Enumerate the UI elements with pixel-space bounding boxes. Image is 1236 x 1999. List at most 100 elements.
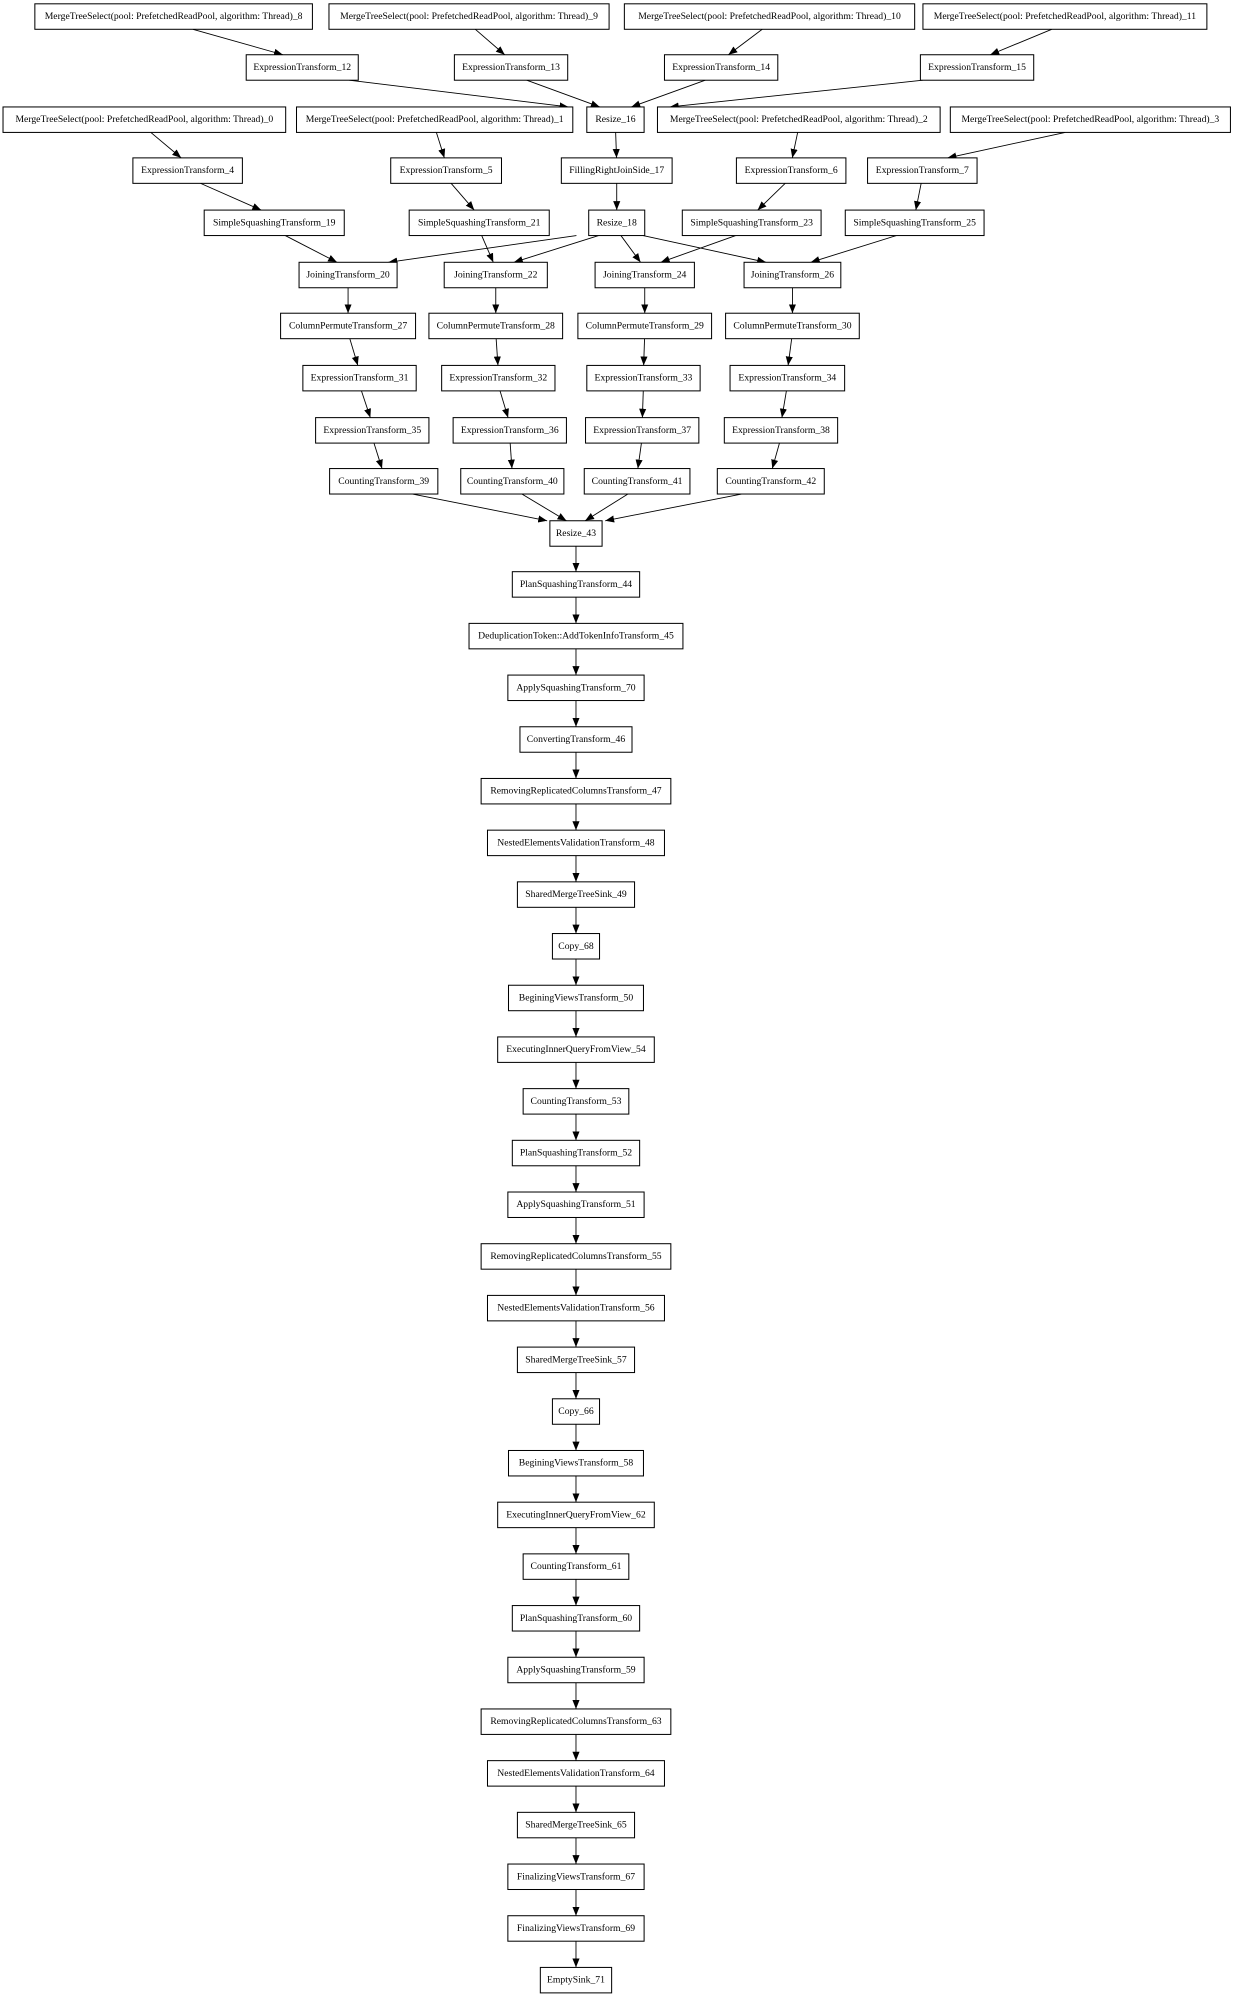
edges xyxy=(150,28,1066,1968)
node-c62: ExecutingInnerQueryFromView_62 xyxy=(497,1501,655,1529)
node-box xyxy=(507,1449,644,1477)
node-c61: CountingTransform_61 xyxy=(522,1553,630,1580)
edge-et32-to-et36 xyxy=(499,390,509,418)
node-c66: Copy_66 xyxy=(551,1398,601,1425)
node-box xyxy=(729,364,846,392)
edge-ct41-to-rs43 xyxy=(584,493,629,522)
node-box xyxy=(507,1656,645,1684)
node-ct42: CountingTransform_42 xyxy=(716,468,825,495)
node-c54: ExecutingInnerQueryFromView_54 xyxy=(497,1036,655,1063)
edge-ct39-to-rs43 xyxy=(412,493,548,523)
node-et12: ExpressionTransform_12 xyxy=(245,54,359,81)
node-label: ExpressionTransform_5 xyxy=(400,165,493,176)
node-c51: ApplySquashingTransform_51 xyxy=(507,1191,645,1218)
node-ct39: CountingTransform_39 xyxy=(329,468,439,495)
node-box xyxy=(551,1398,601,1425)
node-box xyxy=(441,364,556,392)
node-box xyxy=(507,674,645,702)
edge-ct42-to-rs43 xyxy=(605,493,742,523)
node-c64: NestedElementsValidationTransform_64 xyxy=(486,1760,665,1787)
node-box xyxy=(623,3,916,30)
edge-et33-to-et37 xyxy=(639,390,647,418)
node-box xyxy=(551,933,601,960)
node-sst25: SimpleSquashingTransform_25 xyxy=(844,209,985,237)
node-box xyxy=(516,1346,636,1374)
node-label: JoiningTransform_24 xyxy=(603,270,687,281)
node-et14: ExpressionTransform_14 xyxy=(663,54,779,81)
node-box xyxy=(507,1191,645,1218)
node-box xyxy=(867,157,978,184)
node-c49: SharedMergeTreeSink_49 xyxy=(516,881,636,908)
node-c45: DeduplicationToken::AddTokenInfoTransfor… xyxy=(468,622,684,650)
node-cpt30: ColumnPermuteTransform_30 xyxy=(725,312,860,340)
edge-et6-to-sst23 xyxy=(757,183,786,211)
node-box xyxy=(315,417,430,444)
node-cpt28: ColumnPermuteTransform_28 xyxy=(428,312,564,340)
node-label: ConvertingTransform_46 xyxy=(527,734,626,745)
edge-ct40-to-rs43 xyxy=(521,493,567,522)
node-label: CountingTransform_42 xyxy=(725,476,816,487)
node-label: ExpressionTransform_34 xyxy=(738,373,836,384)
node-box xyxy=(486,1294,665,1322)
node-label: CountingTransform_41 xyxy=(592,476,683,487)
node-label: RemovingReplicatedColumnsTransform_63 xyxy=(490,1716,661,1727)
edge-et31-to-et35 xyxy=(361,390,371,418)
node-c71: EmptySink_71 xyxy=(539,1966,613,1994)
node-box xyxy=(583,468,691,495)
node-label: ColumnPermuteTransform_28 xyxy=(437,320,555,331)
node-label: NestedElementsValidationTransform_56 xyxy=(497,1303,655,1314)
node-label: FinalizingViewsTransform_69 xyxy=(517,1923,635,1934)
node-box xyxy=(844,209,985,237)
node-jt20: JoiningTransform_20 xyxy=(298,261,398,289)
node-box xyxy=(519,726,633,753)
node-jt22: JoiningTransform_22 xyxy=(443,261,548,289)
node-label: RemovingReplicatedColumnsTransform_55 xyxy=(490,1251,661,1262)
node-box xyxy=(486,1760,665,1787)
node-et35: ExpressionTransform_35 xyxy=(315,417,430,444)
node-box xyxy=(245,54,359,81)
node-c48: NestedElementsValidationTransform_48 xyxy=(486,829,665,857)
edge-mts8-to-et12 xyxy=(192,28,284,56)
node-box xyxy=(922,3,1208,30)
node-label: ExpressionTransform_31 xyxy=(311,373,409,384)
edge-et38-to-ct42 xyxy=(771,442,780,469)
node-box xyxy=(295,106,574,133)
node-cpt27: ColumnPermuteTransform_27 xyxy=(280,312,417,340)
node-label: ExpressionTransform_13 xyxy=(462,62,560,73)
node-label: ColumnPermuteTransform_27 xyxy=(289,320,407,331)
node-label: ExpressionTransform_33 xyxy=(595,373,693,384)
node-label: CountingTransform_40 xyxy=(467,476,558,487)
node-fr17: FillingRightJoinSide_17 xyxy=(560,157,673,184)
node-box xyxy=(408,209,550,237)
edge-et35-to-ct39 xyxy=(373,442,383,469)
node-label: Resize_18 xyxy=(597,217,637,228)
node-label: ApplySquashingTransform_70 xyxy=(516,682,635,693)
node-rs43: Resize_43 xyxy=(549,520,603,547)
edge-rs18-to-jt24 xyxy=(620,235,641,263)
node-label: Copy_68 xyxy=(558,941,594,952)
node-box xyxy=(716,468,825,495)
node-box xyxy=(460,468,565,495)
node-box xyxy=(2,106,287,133)
node-et36: ExpressionTransform_36 xyxy=(452,417,567,444)
node-box xyxy=(132,157,243,184)
node-box xyxy=(34,3,313,30)
node-label: ExpressionTransform_7 xyxy=(876,165,969,176)
node-label: DeduplicationToken::AddTokenInfoTransfor… xyxy=(478,631,674,642)
node-c44: PlanSquashingTransform_44 xyxy=(511,571,641,598)
edge-et4-to-sst19 xyxy=(200,182,262,211)
edge-et34-to-et38 xyxy=(779,390,787,418)
node-sst19: SimpleSquashingTransform_19 xyxy=(203,209,345,237)
node-label: MergeTreeSelect(pool: PrefetchedReadPool… xyxy=(934,11,1196,22)
node-box xyxy=(516,1811,636,1839)
node-c50: BeginingViewsTransform_50 xyxy=(507,984,644,1012)
node-box xyxy=(507,1863,645,1891)
node-box xyxy=(663,54,779,81)
edge-mts10-to-et14 xyxy=(728,28,763,56)
node-et5: ExpressionTransform_5 xyxy=(390,157,503,184)
node-label: MergeTreeSelect(pool: PrefetchedReadPool… xyxy=(340,11,598,22)
node-label: MergeTreeSelect(pool: PrefetchedReadPool… xyxy=(45,11,303,22)
node-c68: Copy_68 xyxy=(551,933,601,960)
node-box xyxy=(539,1966,613,1994)
node-et4: ExpressionTransform_4 xyxy=(132,157,243,184)
